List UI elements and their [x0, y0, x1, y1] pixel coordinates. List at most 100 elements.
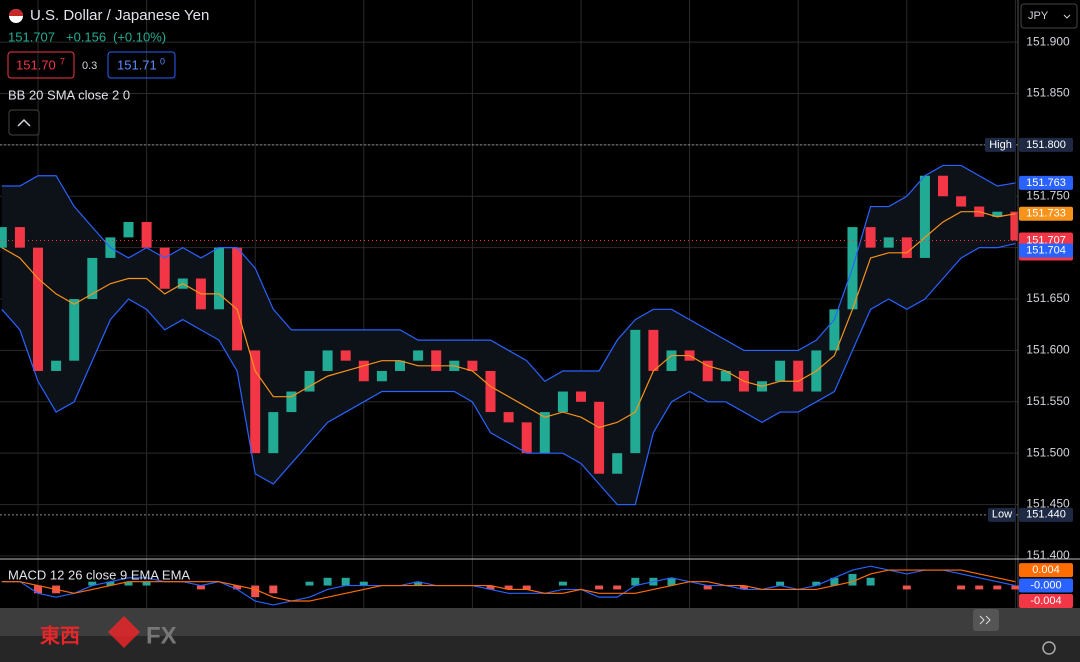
ask-price[interactable]: 151.71	[117, 57, 157, 72]
macd-histogram-bar	[34, 585, 42, 594]
macd-histogram-bar	[957, 585, 966, 590]
y-tick-label: 151.650	[1026, 291, 1070, 305]
macd-histogram-bar	[667, 577, 676, 586]
macd-histogram-bar	[558, 581, 567, 586]
macd-histogram-bar	[1011, 585, 1020, 590]
candle-body	[1010, 211, 1021, 241]
currency-select[interactable]	[1020, 3, 1078, 29]
candle-body	[485, 370, 496, 413]
macd-histogram-bar	[830, 577, 839, 586]
bid-pip[interactable]: 7	[60, 56, 65, 66]
macd-histogram-bar	[269, 585, 278, 594]
scroll-icon[interactable]	[979, 615, 991, 625]
price-change-pct: (+0.10%)	[113, 29, 166, 44]
y-tick-label: 151.400	[1026, 548, 1070, 562]
symbol-title: U.S. Dollar / Japanese Yen	[30, 7, 209, 24]
macd-histogram-bar	[631, 577, 640, 586]
macd-histogram-bar	[341, 577, 350, 586]
macd-histogram-bar	[251, 585, 260, 598]
macd-histogram-bar	[106, 581, 115, 586]
signal-line	[1, 569, 1016, 602]
macd-histogram-bar	[504, 585, 513, 590]
candle-body	[648, 329, 659, 371]
upper-band-value: 151.763	[1026, 177, 1066, 189]
y-tick-label: 151.500	[1026, 445, 1070, 459]
candle-body	[938, 175, 948, 197]
candle-body	[232, 247, 243, 351]
macd-histogram-bar	[993, 585, 1002, 590]
candle-body	[304, 370, 315, 392]
macd-tick-label: 0.004	[1032, 564, 1060, 576]
candle-body	[630, 329, 641, 454]
candle-body	[358, 360, 369, 382]
band-lower	[1, 242, 1016, 506]
candle-body	[14, 227, 25, 248]
macd-tick-label: -0.004	[1030, 595, 1061, 607]
lower-band-value-bg	[1019, 243, 1073, 258]
scroll-right-button[interactable]	[973, 609, 999, 631]
candle-body	[467, 360, 478, 371]
settings-icon[interactable]	[1042, 641, 1056, 655]
currency-label[interactable]: JPY	[1028, 10, 1049, 22]
macd-histogram-bar	[486, 585, 495, 590]
candle-body	[69, 299, 80, 361]
macd-histogram-bar	[522, 585, 531, 590]
logo-right: FX	[146, 622, 177, 649]
y-tick-label: 151.850	[1026, 86, 1070, 100]
macd-histogram-bar	[703, 585, 712, 590]
candle-body	[775, 360, 786, 382]
macd-label: MACD 12 26 close 9 EMA EMA	[8, 567, 190, 582]
macd-histogram-bar	[812, 581, 821, 586]
candle-body	[413, 350, 424, 361]
candle-body	[431, 350, 442, 371]
last-price: 151.707	[8, 29, 55, 44]
sell-button[interactable]	[7, 51, 75, 79]
macd-histogram-bar	[196, 585, 205, 590]
collapse-button[interactable]	[8, 109, 40, 136]
candle-body	[521, 422, 532, 454]
macd-histogram-bar	[595, 585, 604, 590]
candle-body	[594, 401, 605, 474]
candle-body	[865, 227, 876, 248]
macd-histogram-bar	[305, 581, 314, 586]
candle-body	[395, 360, 405, 371]
macd-histogram-bar	[142, 581, 151, 586]
candle-body	[793, 360, 804, 392]
bid-price[interactable]: 151.70	[16, 57, 56, 72]
candle-body	[214, 247, 224, 310]
band-upper	[1, 164, 1016, 383]
watermark-band	[0, 608, 1080, 636]
candle-body	[268, 412, 279, 454]
spread: 0.3	[82, 60, 97, 72]
candle-body	[51, 360, 62, 371]
candle-body	[666, 350, 677, 371]
macd-histogram-bar	[848, 573, 857, 586]
candle-body	[992, 211, 1003, 217]
y-tick-label: 151.450	[1026, 497, 1070, 511]
candle-body	[539, 412, 550, 454]
candle-body	[87, 257, 98, 300]
low-label: Low	[992, 509, 1012, 521]
macd-histogram-bar	[124, 581, 133, 586]
band-middle	[1, 211, 1016, 429]
collapse-icon[interactable]	[17, 118, 31, 127]
macd-histogram-bar	[359, 581, 368, 586]
lower-band-value: 151.704	[1026, 244, 1066, 256]
candle-body	[612, 453, 623, 474]
buy-button[interactable]	[107, 51, 176, 79]
candle-body	[286, 391, 297, 413]
high-label-bg	[985, 137, 1016, 152]
y-tick-label: 151.750	[1026, 188, 1070, 202]
candle-body	[702, 360, 713, 382]
last-price-value: 151.707	[1026, 234, 1066, 246]
ask-pip[interactable]: 0	[160, 56, 165, 66]
low-value-bg	[1019, 507, 1073, 522]
macd-histogram-bar	[233, 585, 242, 590]
macd-tick-bg	[1019, 594, 1073, 609]
dropdown-icon[interactable]	[1063, 14, 1071, 19]
macd-histogram-bar	[613, 585, 622, 590]
macd-histogram-bar	[414, 581, 423, 586]
logo-left: 東西	[40, 624, 80, 647]
y-tick-label: 151.900	[1026, 34, 1070, 48]
candle-body	[250, 350, 261, 454]
